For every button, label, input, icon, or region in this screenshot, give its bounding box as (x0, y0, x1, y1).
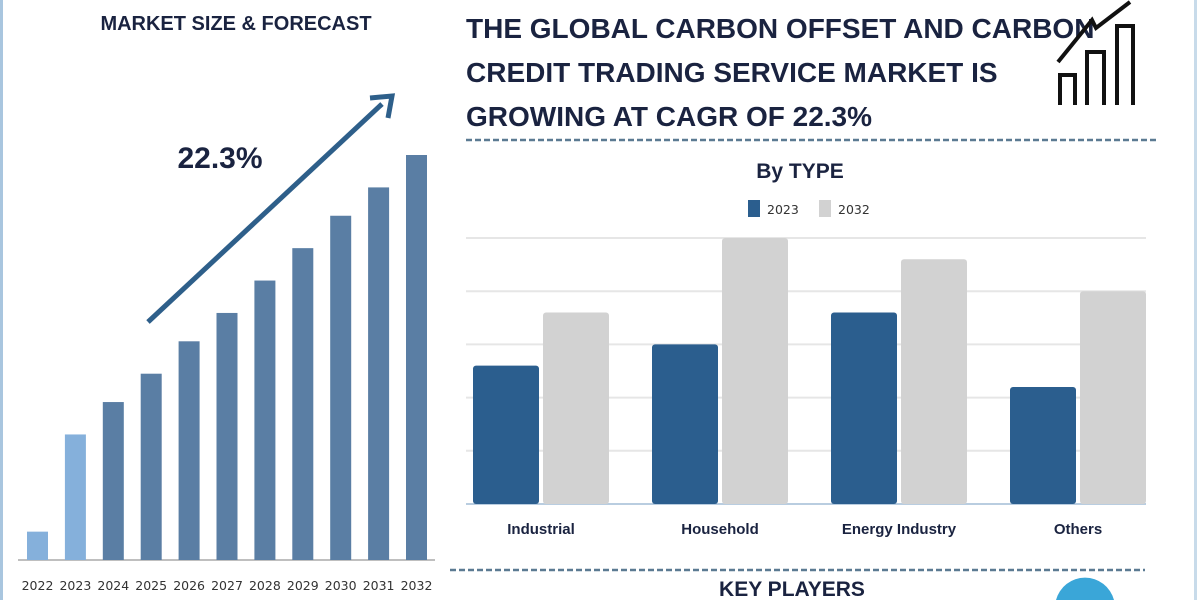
headline-line-2: CREDIT TRADING SERVICE MARKET IS (466, 57, 998, 88)
x-tick-2022: 2022 (22, 578, 54, 593)
x-tick-2031: 2031 (363, 578, 395, 593)
bar-industrial-2023 (473, 365, 539, 504)
bar-2031 (368, 187, 390, 560)
left-title: MARKET SIZE & FORECAST (100, 13, 371, 35)
x-tick-2032: 2032 (401, 578, 433, 593)
legend-label-2032: 2032 (838, 202, 870, 217)
bar-2029 (292, 248, 314, 560)
x-tick-2025: 2025 (135, 578, 167, 593)
legend: 2023 2032 (748, 200, 870, 217)
x-tick-2030: 2030 (325, 578, 357, 593)
bar-2023 (64, 434, 86, 560)
x-tick-2029: 2029 (287, 578, 319, 593)
legend-label-2023: 2023 (767, 202, 799, 217)
x-tick-industrial: Industrial (507, 521, 575, 538)
legend-swatch-2032 (819, 200, 831, 217)
bar-2024 (102, 402, 124, 560)
x-tick-energy-industry: Energy Industry (842, 521, 957, 538)
x-tick-2027: 2027 (211, 578, 243, 593)
bar-2022 (27, 531, 48, 560)
bar-2028 (254, 280, 276, 560)
bar-household-2032 (722, 238, 788, 504)
bar-others-2023 (1010, 386, 1076, 504)
growth-chart-icon (1056, 0, 1135, 105)
bar-energy-industry-2023 (831, 312, 897, 504)
x-tick-household: Household (681, 521, 759, 538)
bar-energy-industry-2032 (901, 259, 967, 504)
headline-line-1: THE GLOBAL CARBON OFFSET AND CARBON (466, 13, 1094, 44)
by-type-chart: By TYPE 2023 2032 Industrial Household Ene… (466, 160, 1146, 538)
legend-swatch-2023 (748, 200, 760, 217)
x-tick-2023: 2023 (59, 578, 91, 593)
bar-household-2023 (652, 344, 718, 504)
bar-industrial-2032 (543, 312, 609, 504)
x-tick-2026: 2026 (173, 578, 205, 593)
x-tick-2028: 2028 (249, 578, 281, 593)
bar-others-2032 (1080, 291, 1146, 504)
x-tick-2024: 2024 (97, 578, 129, 593)
cagr-annotation: 22.3% (177, 142, 262, 175)
headline: THE GLOBAL CARBON OFFSET AND CARBON CRED… (466, 13, 1094, 132)
market-size-chart: 2022 2023 2024 2025 2026 2027 2028 2029 2030 2031… (18, 93, 435, 593)
bar-2026 (178, 341, 200, 560)
key-players-title: KEY PLAYERS (719, 578, 865, 600)
bar-2025 (140, 373, 162, 560)
bar-2030 (330, 215, 352, 560)
bar-2027 (216, 312, 238, 560)
headline-line-3: GROWING AT CAGR OF 22.3% (466, 101, 872, 132)
left-border (0, 0, 3, 600)
logo-badge (1056, 577, 1114, 600)
x-tick-others: Others (1054, 521, 1102, 538)
chart-title: By TYPE (756, 160, 844, 183)
arrow-up-right-icon (146, 93, 396, 324)
bar-2032 (406, 155, 427, 560)
right-border (1194, 0, 1197, 600)
